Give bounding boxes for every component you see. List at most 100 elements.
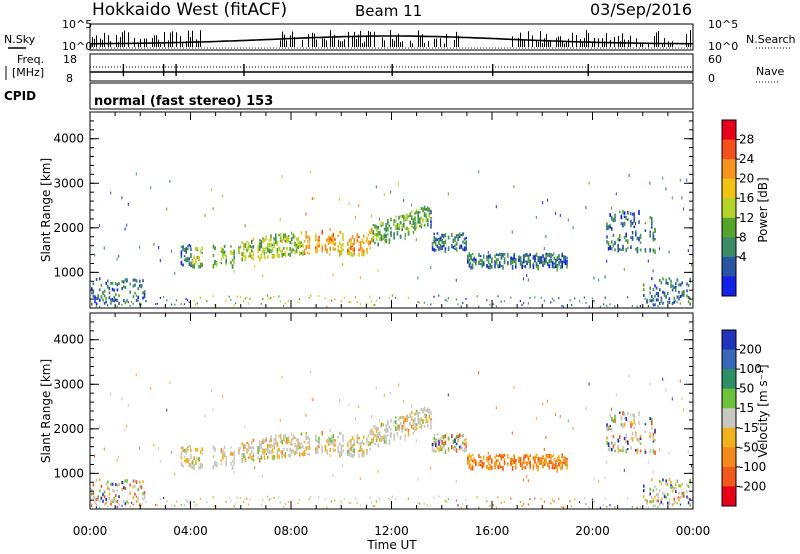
echo-cell: [236, 295, 238, 298]
echo-cell: [652, 438, 655, 443]
colorbar-swatch: [722, 159, 736, 180]
echo-cell: [371, 438, 373, 444]
echo-cell: [622, 423, 624, 429]
echo-cell: [366, 302, 368, 305]
echo-cell: [278, 434, 280, 438]
echo-cell: [395, 416, 397, 419]
echo-cell: [465, 236, 467, 240]
echo-cell: [260, 445, 263, 450]
echo-cell: [679, 178, 681, 182]
echo-cell: [358, 241, 360, 244]
echo-cell: [446, 500, 448, 503]
echo-cell: [380, 425, 383, 429]
echo-cell: [515, 259, 517, 262]
echo-cell: [423, 301, 425, 304]
echo-cell: [399, 435, 402, 440]
echo-cell: [390, 418, 392, 423]
echo-cell: [116, 489, 119, 493]
echo-cell: [435, 450, 437, 453]
nsky-bar: [562, 41, 563, 47]
echo-cell: [265, 453, 267, 456]
echo-cell: [95, 278, 98, 281]
echo-cell: [374, 224, 376, 229]
echo-cell: [270, 498, 272, 500]
echo-cell: [212, 244, 215, 249]
echo-cell: [201, 246, 203, 251]
echo-cell: [270, 438, 272, 443]
echo-cell: [558, 463, 560, 467]
echo-cell: [619, 238, 621, 242]
echo-cell: [639, 506, 641, 509]
echo-cell: [233, 456, 235, 461]
echo-cell: [279, 450, 282, 454]
echo-cell: [649, 286, 651, 290]
y-tick-label: 4000: [53, 132, 84, 146]
echo-cell: [542, 260, 544, 266]
echo-cell: [412, 422, 415, 427]
echo-cell: [462, 433, 464, 436]
echo-cell: [561, 264, 563, 269]
echo-cell: [369, 496, 371, 499]
echo-cell: [526, 274, 528, 278]
echo-cell: [686, 379, 688, 383]
echo-cell: [420, 223, 423, 227]
echo-cell: [279, 501, 281, 504]
echo-cell: [527, 459, 530, 464]
echo-cell: [321, 243, 323, 247]
echo-cell: [340, 244, 343, 250]
echo-cell: [659, 288, 661, 292]
echo-cell: [268, 242, 271, 246]
velocity-scatter: [91, 371, 692, 509]
echo-cell: [132, 496, 135, 500]
echo-cell: [612, 419, 615, 423]
echo-cell: [529, 266, 531, 269]
nsky-bar: [524, 39, 525, 47]
echo-cell: [431, 443, 434, 447]
echo-cell: [331, 234, 333, 239]
echo-cell: [188, 257, 191, 261]
echo-cell: [676, 278, 679, 282]
echo-cell: [268, 440, 271, 443]
echo-cell: [593, 501, 595, 504]
echo-cell: [102, 292, 104, 296]
echo-cell: [467, 456, 469, 461]
echo-cell: [609, 414, 611, 418]
echo-cell: [398, 224, 400, 230]
echo-cell: [94, 501, 96, 505]
echo-cell: [614, 248, 616, 252]
echo-cell: [275, 438, 277, 442]
echo-cell: [588, 382, 590, 386]
echo-cell: [356, 502, 358, 505]
echo-cell: [183, 248, 186, 251]
echo-cell: [201, 447, 203, 452]
echo-cell: [523, 277, 524, 281]
echo-cell: [497, 254, 499, 257]
echo-cell: [267, 448, 269, 454]
echo-cell: [404, 417, 407, 422]
echo-cell: [401, 424, 403, 430]
echo-cell: [116, 299, 119, 302]
echo-cell: [198, 465, 200, 470]
echo-cell: [163, 497, 165, 499]
echo-cell: [110, 499, 112, 503]
echo-cell: [211, 389, 212, 393]
echo-cell: [415, 222, 418, 225]
echo-cell: [550, 453, 552, 459]
echo-cell: [187, 446, 189, 449]
nsky-bar: [348, 31, 349, 47]
echo-cell: [638, 220, 640, 224]
echo-cell: [108, 488, 111, 491]
echo-cell: [278, 295, 280, 298]
echo-cell: [481, 465, 483, 469]
echo-cell: [652, 288, 655, 292]
echo-cell: [545, 235, 547, 238]
echo-cell: [187, 460, 189, 464]
echo-cell: [651, 216, 653, 222]
echo-cell: [447, 248, 450, 251]
echo-cell: [270, 435, 272, 440]
echo-cell: [652, 449, 655, 454]
echo-cell: [524, 253, 527, 258]
echo-cell: [302, 444, 304, 449]
echo-cell: [300, 245, 303, 248]
